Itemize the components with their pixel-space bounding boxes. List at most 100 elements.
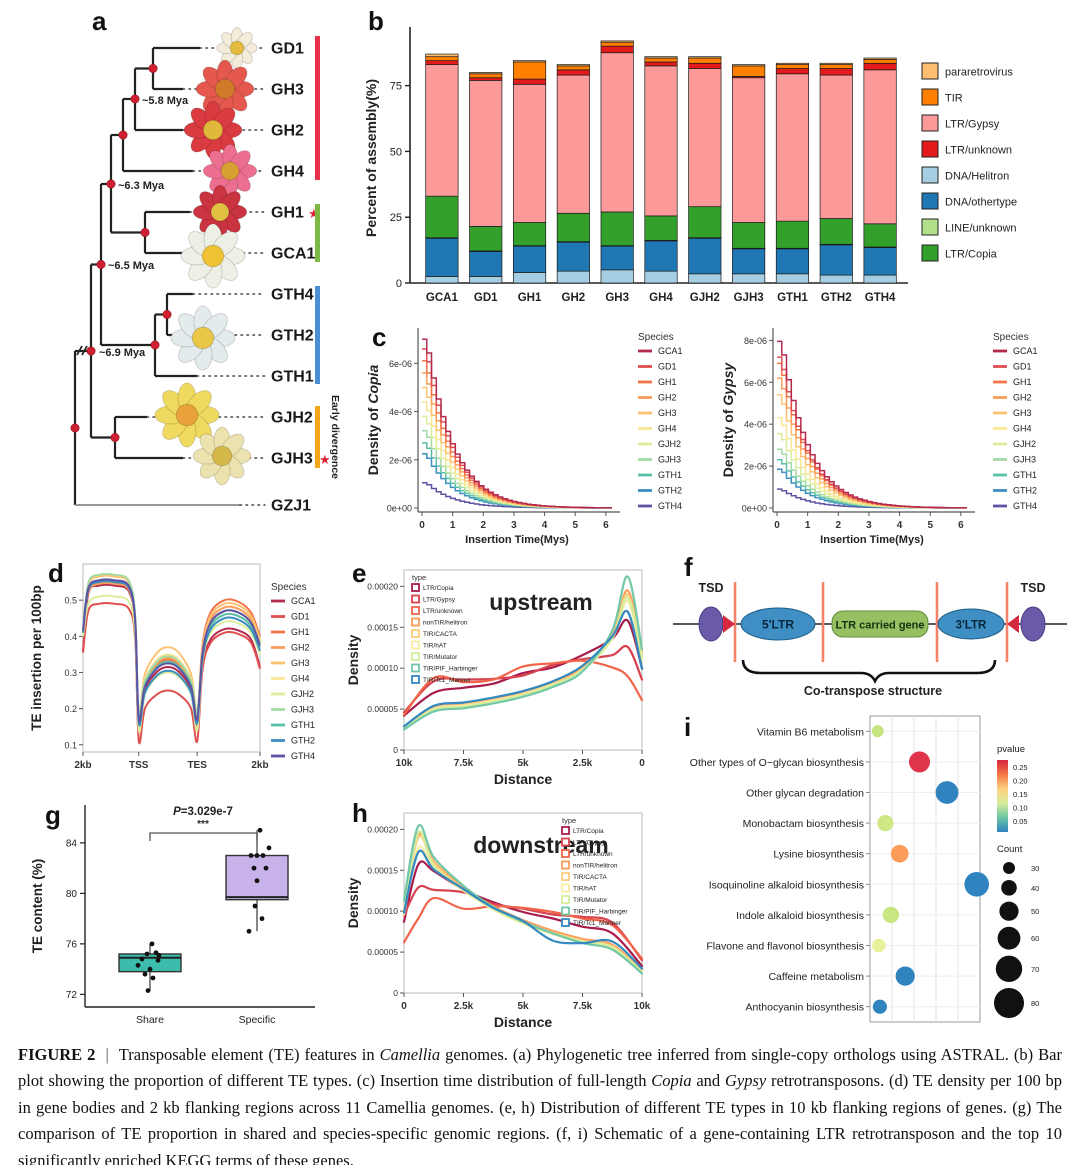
flower-illustration (192, 184, 248, 240)
caption-text: Camellia (379, 1045, 441, 1064)
tree-node-dot (118, 130, 128, 140)
x-tick-label: 7.5k (573, 1001, 593, 1012)
target-site-arrow (723, 615, 735, 633)
x-tick-label: 0 (639, 758, 645, 769)
te-content-boxplot-svg: 72 76 80 84 TE content (%) Share Specific P=3.0… (30, 805, 315, 1026)
three-ltr-label: 3'LTR (956, 620, 987, 632)
x-axis-title: Insertion Time(Mys) (465, 534, 569, 546)
legend-swatch (561, 860, 570, 870)
density-series-line (402, 609, 644, 728)
bar-segment (688, 62, 722, 69)
caption-text: genomes. (a) Phylogenetic tree inferred … (18, 1045, 1062, 1091)
count-legend-dot (995, 955, 1023, 982)
y-tick-label: 75 (390, 81, 402, 93)
panel-label-f: f (684, 552, 693, 582)
y-tick-label: 0.3 (64, 668, 77, 678)
panel-label-c: c (372, 322, 387, 352)
legend-label: GH2 (291, 643, 310, 653)
legend-swatch (561, 883, 570, 893)
legend-label: DNA/othertype (945, 197, 1017, 209)
tree-node-dot (140, 228, 150, 238)
bar-segment (732, 222, 766, 249)
y-tick-label: 76 (66, 939, 78, 950)
bar-segment (469, 73, 503, 79)
bar-segment (863, 57, 897, 60)
flower-center (175, 403, 199, 427)
legend-swatch (921, 218, 939, 236)
upstream-density-svg: 0 0.00005 0.00010 0.00015 0.00020 10k 7.5k 5k 2.… (345, 569, 645, 787)
x-category-label: GD1 (474, 292, 498, 304)
y-tick-label: 0.00005 (367, 704, 398, 714)
tsd-ellipse (1020, 606, 1046, 642)
legend-label: GJH3 (1013, 455, 1036, 465)
plot-border (82, 563, 261, 753)
legend-label: GCA1 (1013, 346, 1038, 356)
kegg-dot (877, 814, 894, 832)
star-marker: ★ (319, 452, 331, 467)
kegg-dot (882, 906, 900, 924)
bar-segment (556, 74, 590, 214)
legend-title: type (562, 816, 576, 825)
kegg-term-label: Indole alkaloid biosynthesis (736, 910, 864, 922)
x-tick-label: 10k (634, 1001, 651, 1012)
count-legend-dot (999, 901, 1019, 921)
jitter-point (266, 845, 272, 851)
target-site-arrow (1007, 615, 1019, 633)
flower-center (211, 445, 233, 467)
legend-label: LTR/unknown (423, 608, 463, 615)
bar-segment (556, 65, 590, 71)
tsd-label: TSD (699, 581, 724, 595)
legend-label: GJH2 (291, 689, 314, 699)
taxon-label: GJH3 (271, 451, 313, 468)
pvalue-tick-label: 0.15 (1013, 790, 1028, 799)
x-category-label: GTH2 (821, 292, 852, 304)
step-chart-group: 0e+00 2e-06 4e-06 6e-06 8e-06 0 1 2 3 4 5 6 Insertio… (720, 328, 975, 546)
y-tick-label: 0.00020 (367, 824, 398, 834)
jitter-point (260, 853, 266, 858)
legend-label: GH3 (291, 658, 310, 668)
count-legend: Count 30 40 50 60 70 80 (994, 844, 1039, 1018)
bar-segment (688, 56, 722, 59)
branch-break-mark (76, 345, 83, 356)
y-tick-label: 4e-06 (744, 420, 767, 430)
panel-label-b: b (368, 6, 384, 36)
x-category-label: Specific (239, 1014, 276, 1026)
legend-swatch (561, 895, 570, 904)
taxon-label: GH3 (271, 82, 304, 99)
caption-figure-number: FIGURE 2 (18, 1045, 96, 1064)
legend-label: GH4 (658, 424, 677, 434)
x-category-label: GH3 (605, 292, 629, 304)
jitter-point (149, 941, 155, 947)
bar-segment (512, 60, 547, 63)
plot-title: downstream (473, 832, 608, 858)
legend-label: TIR/CACTA (423, 631, 457, 638)
bar-segment (556, 69, 590, 76)
taxon-label: GH4 (271, 164, 304, 181)
legend-label: TIR/CACTA (573, 874, 607, 881)
count-legend-label: 30 (1031, 864, 1039, 873)
legend-label: nonTIR/helitron (573, 863, 618, 870)
bar-segment (556, 270, 590, 284)
legend-label: GCA1 (658, 346, 683, 356)
x-axis-title: Distance (494, 1014, 553, 1030)
taxon-label: GJH2 (271, 410, 313, 427)
density-series-line (402, 849, 644, 970)
tree-node-dot (130, 94, 140, 104)
x-tick-label: 2kb (74, 760, 91, 771)
legend-label: TIR/Tc1_Mariner (423, 677, 472, 684)
bar-segment (819, 64, 853, 69)
jitter-point (246, 928, 252, 934)
kegg-dot (935, 781, 959, 804)
bar-segment (644, 65, 678, 217)
x-category-label: GH4 (649, 292, 673, 304)
bar-segment (469, 80, 503, 227)
panel-c-gypsy-density: 0e+00 2e-06 4e-06 6e-06 8e-06 0 1 2 3 4 5 6 Insertio… (717, 318, 1077, 558)
bar-segment (863, 62, 897, 71)
tree-group: ~5.8 Mya ~6.3 Mya ~6.5 Mya ~6.9 Mya GD1 GH3 GH… (70, 27, 341, 515)
x-tick-label: 10k (396, 758, 413, 769)
tree-node-dot (96, 260, 106, 270)
bar-segment (469, 72, 503, 75)
tree-node-dot (148, 63, 158, 73)
bar-segment (512, 78, 547, 85)
y-tick-label: 0 (393, 745, 398, 755)
